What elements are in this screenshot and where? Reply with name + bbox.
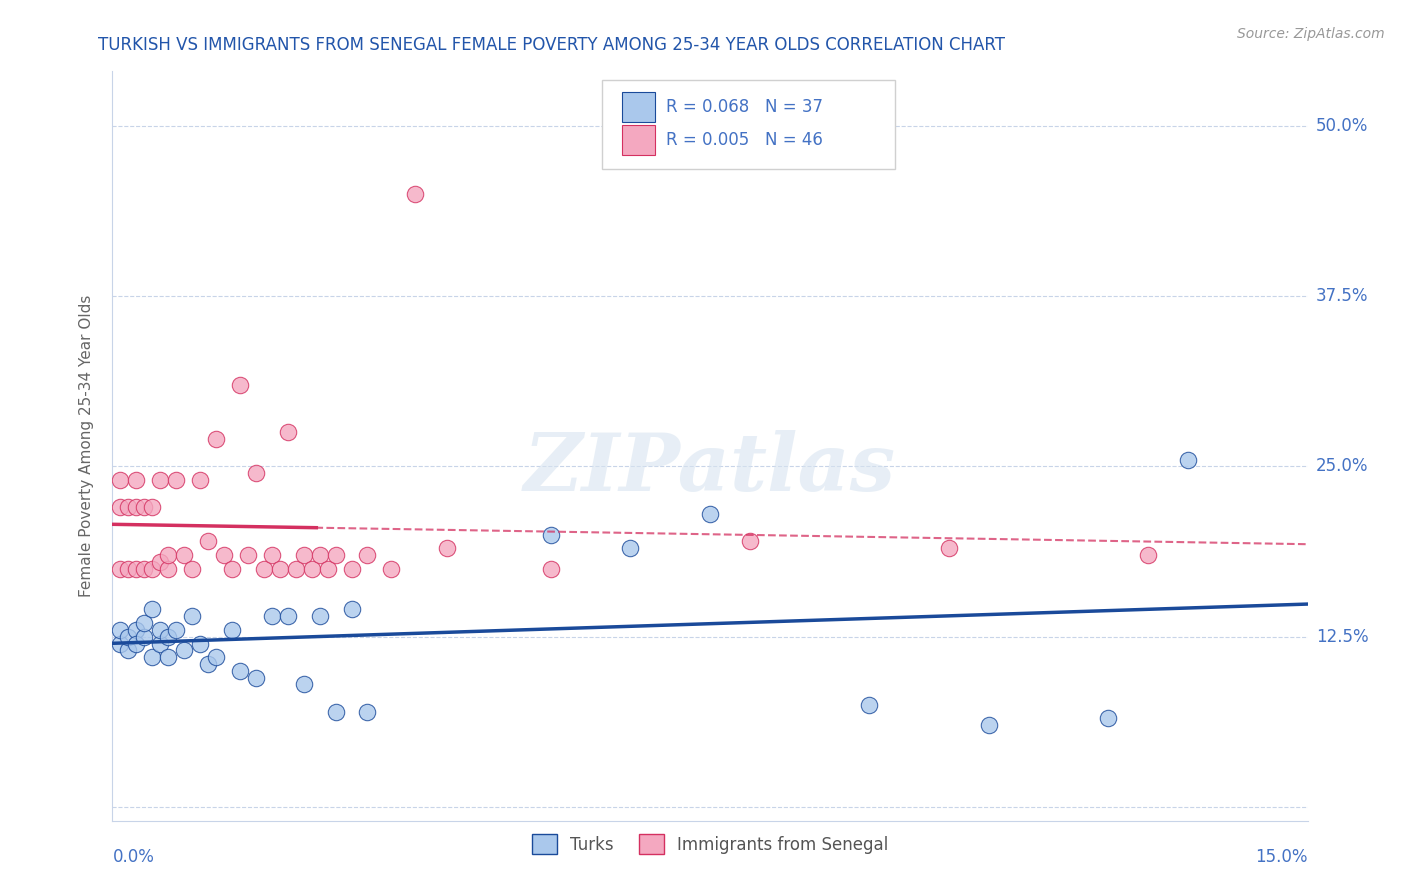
Point xyxy=(699,507,721,521)
Point xyxy=(221,623,243,637)
Point xyxy=(436,541,458,556)
Point xyxy=(540,561,562,575)
Point xyxy=(197,657,219,671)
Point xyxy=(141,561,163,575)
Point xyxy=(157,650,180,665)
Point xyxy=(308,609,330,624)
FancyBboxPatch shape xyxy=(621,93,655,122)
Point xyxy=(134,500,156,515)
Point xyxy=(134,616,156,631)
Point xyxy=(977,718,1000,732)
Point xyxy=(149,473,172,487)
Point xyxy=(316,561,339,575)
Point xyxy=(260,609,283,624)
Text: 0.0%: 0.0% xyxy=(112,848,155,866)
Point xyxy=(205,650,228,665)
Point xyxy=(540,527,562,541)
Point xyxy=(205,432,228,446)
FancyBboxPatch shape xyxy=(603,80,896,169)
Point xyxy=(292,677,315,691)
Text: 15.0%: 15.0% xyxy=(1256,848,1308,866)
Text: 25.0%: 25.0% xyxy=(1316,458,1368,475)
Text: 12.5%: 12.5% xyxy=(1316,628,1368,646)
Point xyxy=(1177,452,1199,467)
Point xyxy=(340,561,363,575)
Point xyxy=(125,473,148,487)
Point xyxy=(858,698,880,712)
Point xyxy=(181,609,204,624)
Point xyxy=(356,705,378,719)
Point xyxy=(197,534,219,549)
Point xyxy=(125,561,148,575)
Point xyxy=(245,671,267,685)
Point xyxy=(938,541,960,556)
Point xyxy=(110,473,132,487)
Point xyxy=(325,548,347,562)
Point xyxy=(117,643,139,657)
Point xyxy=(157,548,180,562)
Point xyxy=(117,561,139,575)
Text: Source: ZipAtlas.com: Source: ZipAtlas.com xyxy=(1237,27,1385,41)
Point xyxy=(165,623,187,637)
Point xyxy=(229,664,252,678)
Point xyxy=(738,534,761,549)
Point xyxy=(260,548,283,562)
Point xyxy=(380,561,402,575)
Point xyxy=(181,561,204,575)
Point xyxy=(110,623,132,637)
Point xyxy=(619,541,641,556)
Point xyxy=(277,425,299,440)
Text: 50.0%: 50.0% xyxy=(1316,117,1368,135)
Point xyxy=(125,623,148,637)
Point xyxy=(229,377,252,392)
Point xyxy=(277,609,299,624)
Legend: Turks, Immigrants from Senegal: Turks, Immigrants from Senegal xyxy=(524,828,896,861)
Point xyxy=(269,561,291,575)
Text: TURKISH VS IMMIGRANTS FROM SENEGAL FEMALE POVERTY AMONG 25-34 YEAR OLDS CORRELAT: TURKISH VS IMMIGRANTS FROM SENEGAL FEMAL… xyxy=(98,36,1005,54)
Point xyxy=(117,500,139,515)
Point xyxy=(212,548,235,562)
Point xyxy=(173,643,195,657)
Point xyxy=(1137,548,1160,562)
Point xyxy=(141,500,163,515)
Point xyxy=(308,548,330,562)
Point xyxy=(356,548,378,562)
Point xyxy=(1097,711,1119,725)
Point xyxy=(117,630,139,644)
Point xyxy=(149,555,172,569)
Point xyxy=(134,561,156,575)
Point xyxy=(125,500,148,515)
Point xyxy=(110,500,132,515)
Point xyxy=(125,636,148,650)
Point xyxy=(134,630,156,644)
Point xyxy=(149,623,172,637)
Text: R = 0.005   N = 46: R = 0.005 N = 46 xyxy=(666,131,823,149)
Point xyxy=(188,636,211,650)
Text: R = 0.068   N = 37: R = 0.068 N = 37 xyxy=(666,98,823,116)
Point xyxy=(149,636,172,650)
Point xyxy=(141,602,163,616)
Point xyxy=(284,561,307,575)
Point xyxy=(236,548,259,562)
Point xyxy=(325,705,347,719)
Point xyxy=(165,473,187,487)
Point xyxy=(188,473,211,487)
Point xyxy=(253,561,276,575)
Point xyxy=(157,561,180,575)
Point xyxy=(157,630,180,644)
Point xyxy=(340,602,363,616)
FancyBboxPatch shape xyxy=(621,125,655,155)
Point xyxy=(141,650,163,665)
Point xyxy=(221,561,243,575)
Point xyxy=(173,548,195,562)
Text: 37.5%: 37.5% xyxy=(1316,287,1368,305)
Point xyxy=(245,467,267,481)
Y-axis label: Female Poverty Among 25-34 Year Olds: Female Poverty Among 25-34 Year Olds xyxy=(79,295,94,597)
Point xyxy=(110,561,132,575)
Point xyxy=(301,561,323,575)
Text: ZIPatlas: ZIPatlas xyxy=(524,430,896,508)
Point xyxy=(292,548,315,562)
Point xyxy=(404,186,426,201)
Point xyxy=(110,636,132,650)
